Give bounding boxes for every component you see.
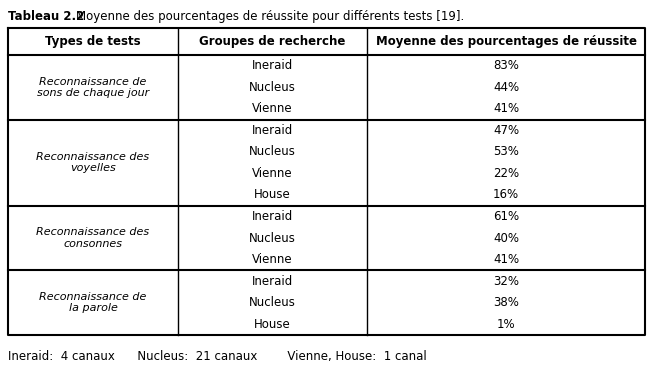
- Text: Reconnaissance de
la parole: Reconnaissance de la parole: [39, 292, 146, 313]
- Text: 83%: 83%: [493, 59, 519, 72]
- Text: Nucleus: Nucleus: [249, 81, 296, 94]
- Text: Moyenne des pourcentages de réussite: Moyenne des pourcentages de réussite: [376, 35, 637, 48]
- Text: Vienne: Vienne: [252, 253, 293, 266]
- Text: House: House: [254, 189, 291, 202]
- Text: Vienne: Vienne: [252, 167, 293, 180]
- Text: 41%: 41%: [493, 103, 519, 115]
- Text: Nucleus: Nucleus: [249, 232, 296, 245]
- Text: Types de tests: Types de tests: [45, 35, 141, 48]
- Text: Ineraid: Ineraid: [252, 124, 293, 137]
- Text: 53%: 53%: [493, 146, 519, 159]
- Text: Ineraid: Ineraid: [252, 59, 293, 72]
- Text: Ineraid: Ineraid: [252, 275, 293, 288]
- Text: Vienne: Vienne: [252, 103, 293, 115]
- Text: 40%: 40%: [493, 232, 519, 245]
- Text: Nucleus: Nucleus: [249, 146, 296, 159]
- Text: 44%: 44%: [493, 81, 519, 94]
- Text: 1%: 1%: [497, 318, 516, 331]
- Text: Ineraid:  4 canaux      Nucleus:  21 canaux        Vienne, House:  1 canal: Ineraid: 4 canaux Nucleus: 21 canaux Vie…: [8, 350, 427, 363]
- Text: Reconnaissance des
consonnes: Reconnaissance des consonnes: [36, 227, 150, 249]
- Text: House: House: [254, 318, 291, 331]
- Text: Nucleus: Nucleus: [249, 296, 296, 309]
- Text: 41%: 41%: [493, 253, 519, 266]
- Text: 38%: 38%: [493, 296, 519, 309]
- Text: Reconnaissance des
voyelles: Reconnaissance des voyelles: [36, 152, 150, 174]
- Text: Reconnaissance de
sons de chaque jour: Reconnaissance de sons de chaque jour: [37, 76, 149, 98]
- Text: 22%: 22%: [493, 167, 519, 180]
- Text: Ineraid: Ineraid: [252, 210, 293, 223]
- Text: Moyenne des pourcentages de réussite pour différents tests [19].: Moyenne des pourcentages de réussite pou…: [76, 10, 464, 23]
- Text: 32%: 32%: [493, 275, 519, 288]
- Text: Tableau 2.2: Tableau 2.2: [8, 10, 84, 23]
- Text: 47%: 47%: [493, 124, 519, 137]
- Text: Groupes de recherche: Groupes de recherche: [199, 35, 346, 48]
- Text: 61%: 61%: [493, 210, 519, 223]
- Text: 16%: 16%: [493, 189, 519, 202]
